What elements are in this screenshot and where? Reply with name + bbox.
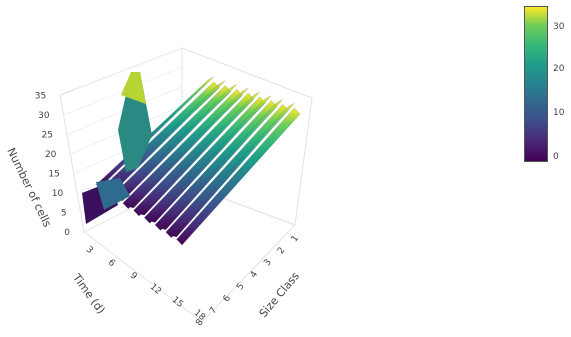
surface-strip [127,87,249,209]
z-tick-10: 10 [52,189,64,199]
surface-strip [149,95,272,223]
x-axis-label: Size Class [257,269,302,320]
z-tick-25: 25 [42,131,53,141]
z-gridline [60,47,183,96]
surface-strip [138,91,260,216]
x-tick-4: 4 [249,269,261,280]
surface-strip [159,99,283,230]
x-tick-7: 7 [208,306,219,316]
surface-peak-top [121,72,146,104]
colorbar-tick-20: 20 [553,64,565,74]
surface-strip [154,100,278,231]
x-tick-1: 1 [290,234,301,244]
z-tick-5: 5 [61,209,67,219]
surface-strip [165,103,289,239]
y-tick-3: 3 [84,245,95,256]
surface-mesh [82,72,301,246]
y-tick-9: 9 [128,271,139,283]
y-axis-label: Time (d) [69,271,107,317]
colorbar [524,6,548,162]
colorbar-tick-0: 0 [553,152,559,162]
colorbar-tick-10: 10 [553,108,565,118]
y-tick-12: 12 [148,282,163,297]
z-tick-30: 30 [38,111,50,121]
y-tick-6: 6 [106,258,117,270]
x-tick-8: 8 [194,317,206,328]
x-tick-5: 5 [235,282,246,292]
z-tick-35: 35 [35,92,46,102]
z-tick-20: 20 [45,150,57,160]
surface-strip [170,102,295,238]
colorbar-tick-30: 30 [553,22,565,32]
surface-mid-region [96,178,130,210]
x-tick-2: 2 [276,246,287,256]
x-tick-3: 3 [262,258,273,268]
x-tick-6: 6 [222,293,234,304]
z-tick-0: 0 [64,228,70,238]
surface-strip [176,107,301,246]
surface-strip [116,84,237,201]
z-tick-15: 15 [48,170,59,180]
